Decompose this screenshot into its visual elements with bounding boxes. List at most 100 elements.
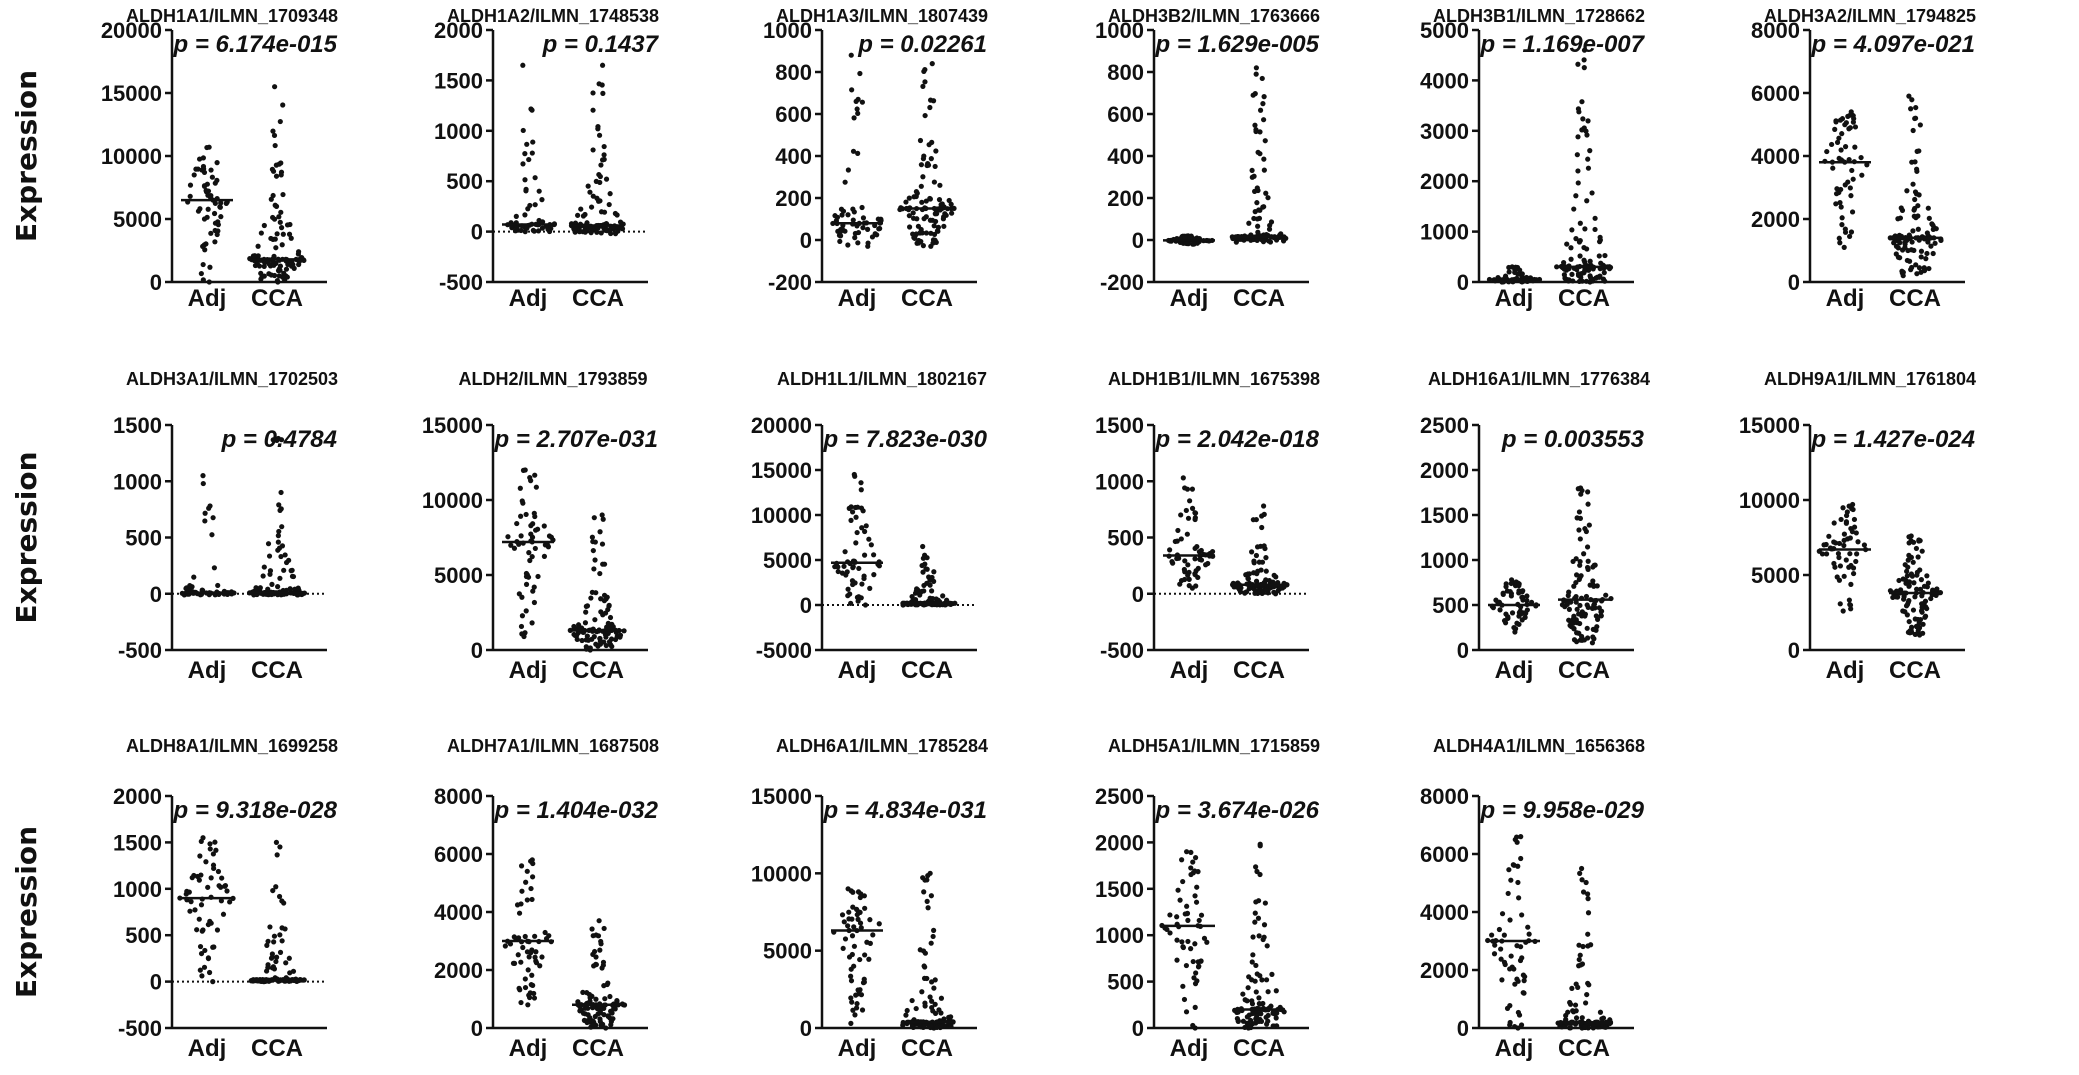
- data-point: [201, 166, 207, 172]
- y-tick-label: 500: [446, 169, 483, 194]
- data-point: [846, 505, 852, 511]
- y-tick-label: 4000: [434, 900, 483, 925]
- data-point: [514, 225, 520, 231]
- data-point: [595, 126, 601, 132]
- data-point: [1584, 198, 1590, 204]
- data-point: [524, 897, 530, 903]
- data-point: [583, 609, 589, 615]
- data-point: [835, 568, 841, 575]
- data-point: [1847, 185, 1853, 191]
- data-point: [587, 189, 593, 195]
- data-point: [862, 952, 868, 958]
- data-point: [523, 879, 529, 885]
- data-point: [1189, 486, 1195, 492]
- data-point: [1577, 220, 1583, 226]
- data-point: [1591, 583, 1597, 589]
- data-point: [1203, 562, 1209, 568]
- data-point: [1263, 190, 1269, 196]
- data-point: [574, 636, 580, 642]
- data-point: [273, 958, 279, 965]
- data-point: [1847, 233, 1853, 240]
- data-point: [849, 509, 856, 515]
- data-point: [603, 1025, 609, 1031]
- x-category-label: CCA: [1558, 1035, 1610, 1062]
- data-point: [1582, 1024, 1588, 1030]
- data-point: [203, 859, 209, 865]
- data-point: [1573, 193, 1579, 199]
- p-value-label: p = 1.404e-032: [494, 797, 659, 824]
- data-point: [212, 839, 218, 845]
- data-point: [591, 634, 597, 640]
- data-point: [606, 201, 612, 208]
- x-category-label: CCA: [251, 285, 303, 312]
- data-point: [910, 210, 916, 216]
- data-point: [1584, 544, 1591, 550]
- data-point: [848, 52, 854, 58]
- data-point: [265, 965, 271, 971]
- data-point: [1585, 489, 1591, 495]
- data-point: [1508, 877, 1514, 883]
- data-point: [1925, 205, 1931, 211]
- data-point: [522, 984, 529, 991]
- y-tick-label: 5000: [1751, 563, 1800, 588]
- data-point: [1174, 937, 1180, 943]
- data-point: [541, 553, 548, 559]
- data-point: [1571, 637, 1578, 643]
- data-point: [188, 899, 194, 905]
- data-point: [1280, 237, 1287, 243]
- data-point: [848, 978, 855, 984]
- data-point: [1585, 267, 1592, 273]
- data-point: [1178, 512, 1184, 518]
- data-point: [1254, 237, 1260, 243]
- data-point: [1585, 156, 1591, 162]
- data-point: [1921, 583, 1928, 589]
- data-point: [1507, 588, 1513, 595]
- data-point: [202, 510, 208, 516]
- y-tick-label: 0: [1457, 270, 1469, 295]
- data-point: [1515, 863, 1521, 869]
- data-point: [1915, 203, 1921, 209]
- data-point: [918, 238, 924, 245]
- y-tick-label: 0: [471, 220, 483, 245]
- data-point: [526, 550, 532, 556]
- data-point: [840, 945, 846, 952]
- data-point: [927, 217, 934, 223]
- data-point: [846, 909, 852, 915]
- data-point: [197, 206, 203, 212]
- data-point: [1190, 958, 1196, 965]
- y-tick-label: 2000: [434, 18, 483, 43]
- data-point: [270, 128, 276, 134]
- data-point: [1491, 951, 1498, 957]
- data-point: [213, 847, 219, 853]
- data-point: [1263, 1014, 1269, 1020]
- data-point: [1837, 601, 1843, 607]
- data-point: [1576, 956, 1582, 963]
- data-point: [1577, 515, 1584, 522]
- data-point: [281, 270, 287, 276]
- data-point: [206, 969, 213, 976]
- data-point: [855, 150, 861, 156]
- data-point: [1574, 152, 1580, 158]
- data-point: [220, 911, 227, 917]
- data-point: [1922, 614, 1928, 620]
- data-point: [1566, 277, 1572, 283]
- data-point: [527, 557, 533, 564]
- data-point: [872, 231, 878, 237]
- data-point: [192, 907, 198, 913]
- data-point: [198, 270, 204, 277]
- data-point: [1849, 209, 1856, 215]
- data-point: [1185, 562, 1191, 568]
- data-point: [603, 176, 610, 182]
- data-point: [502, 943, 508, 949]
- data-point: [860, 215, 867, 221]
- data-point: [207, 503, 213, 509]
- data-point: [267, 568, 274, 574]
- data-point: [257, 585, 263, 591]
- y-tick-label: 1000: [1095, 923, 1144, 948]
- data-point: [539, 954, 545, 960]
- data-point: [599, 62, 606, 68]
- panel-title: ALDH9A1/ILMN_1761804: [1764, 369, 1976, 389]
- data-point: [1596, 605, 1602, 611]
- data-point: [1508, 953, 1514, 959]
- data-point: [1501, 618, 1508, 624]
